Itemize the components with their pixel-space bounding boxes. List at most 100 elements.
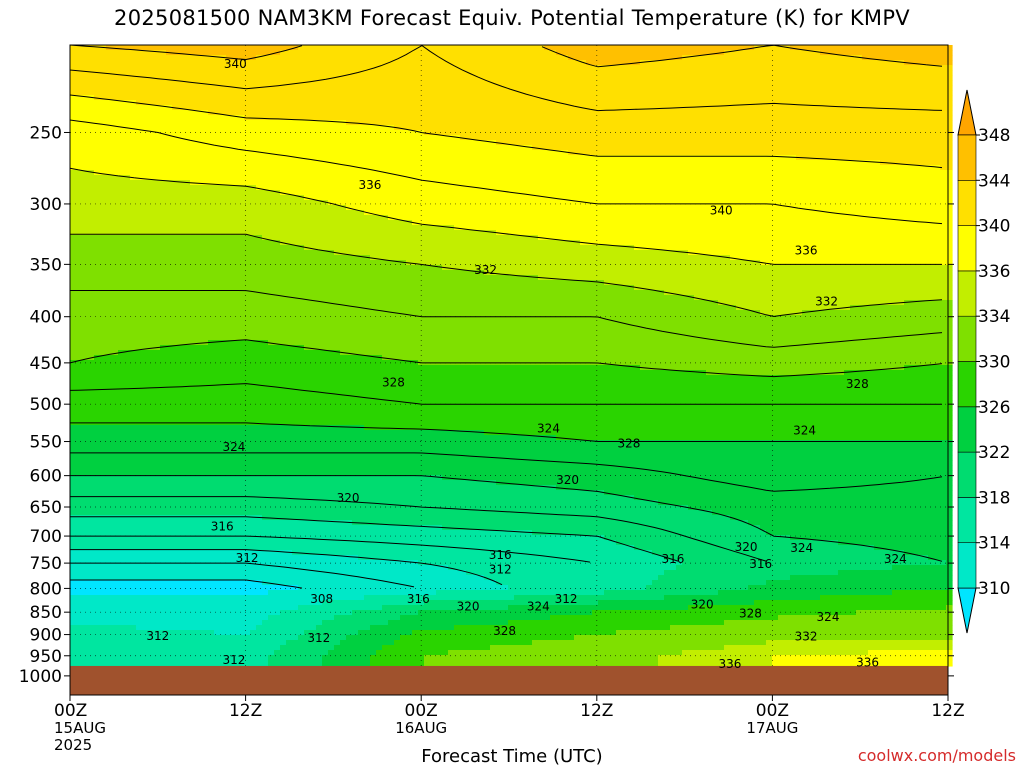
field-cell [370, 55, 377, 61]
field-cell [394, 200, 401, 206]
field-cell [616, 140, 623, 146]
field-cell [904, 160, 911, 166]
field-cell [358, 115, 365, 121]
field-cell [646, 145, 653, 151]
field-cell [700, 145, 707, 151]
field-cell [646, 95, 653, 101]
field-cell [868, 155, 875, 161]
field-cell [778, 75, 785, 81]
field-cell [922, 160, 929, 166]
field-cell [928, 205, 935, 211]
field-cell [292, 160, 299, 166]
field-cell [442, 70, 449, 76]
field-cell [616, 210, 623, 216]
field-cell [820, 115, 827, 121]
field-cell [862, 145, 869, 151]
field-cell [898, 115, 905, 121]
field-cell [214, 80, 221, 86]
field-cell [658, 180, 665, 186]
field-cell [658, 120, 665, 126]
field-cell [646, 140, 653, 146]
field-cell [784, 110, 791, 116]
field-cell [502, 60, 509, 66]
field-cell [898, 85, 905, 91]
field-cell [430, 205, 437, 211]
field-cell [814, 140, 821, 146]
field-cell [460, 210, 467, 216]
field-cell [502, 135, 509, 141]
field-cell [652, 165, 659, 171]
field-cell [820, 110, 827, 116]
field-cell [376, 100, 383, 106]
field-cell [256, 195, 263, 201]
field-cell [796, 145, 803, 151]
field-cell [700, 55, 707, 61]
field-cell [946, 75, 953, 81]
field-cell [544, 80, 551, 86]
field-cell [706, 175, 713, 181]
field-cell [934, 120, 941, 126]
field-cell [286, 175, 293, 181]
field-cell [346, 95, 353, 101]
field-cell [118, 155, 125, 161]
field-cell [526, 210, 533, 216]
field-cell [754, 170, 761, 176]
field-cell [406, 80, 413, 86]
field-cell [292, 120, 299, 126]
field-cell [862, 50, 869, 56]
field-cell [922, 150, 929, 156]
field-cell [706, 50, 713, 56]
field-cell [118, 115, 125, 121]
field-cell [640, 55, 647, 61]
field-cell [412, 180, 419, 186]
field-cell [754, 70, 761, 76]
field-cell [772, 90, 779, 96]
field-cell [376, 55, 383, 61]
field-cell [472, 85, 479, 91]
field-cell [520, 145, 527, 151]
field-cell [604, 60, 611, 66]
field-cell [148, 125, 155, 131]
field-cell [460, 125, 467, 131]
field-cell [796, 175, 803, 181]
field-cell [172, 185, 179, 191]
field-cell [946, 115, 953, 121]
field-cell [550, 165, 557, 171]
field-cell [766, 130, 773, 136]
field-cell [82, 75, 89, 81]
field-cell [496, 60, 503, 66]
field-cell [394, 135, 401, 141]
field-cell [556, 155, 563, 161]
field-cell [706, 45, 713, 51]
field-cell [394, 65, 401, 71]
field-cell [904, 85, 911, 91]
field-cell [856, 165, 863, 171]
field-cell [724, 105, 731, 111]
field-cell [490, 175, 497, 181]
field-cell [178, 90, 185, 96]
field-cell [430, 115, 437, 121]
field-cell [586, 210, 593, 216]
field-cell [922, 110, 929, 116]
field-cell [484, 85, 491, 91]
field-cell [652, 90, 659, 96]
field-cell [754, 155, 761, 161]
field-cell [880, 130, 887, 136]
field-cell [856, 85, 863, 91]
field-cell [400, 120, 407, 126]
field-cell [484, 100, 491, 106]
field-cell [292, 75, 299, 81]
field-cell [400, 75, 407, 81]
field-cell [142, 125, 149, 131]
field-cell [772, 105, 779, 111]
field-cell [370, 185, 377, 191]
field-cell [814, 150, 821, 156]
field-cell [484, 135, 491, 141]
field-cell [850, 210, 857, 216]
field-cell [472, 205, 479, 211]
field-cell [688, 95, 695, 101]
field-cell [496, 170, 503, 176]
field-cell [298, 160, 305, 166]
field-cell [196, 120, 203, 126]
field-cell [310, 85, 317, 91]
